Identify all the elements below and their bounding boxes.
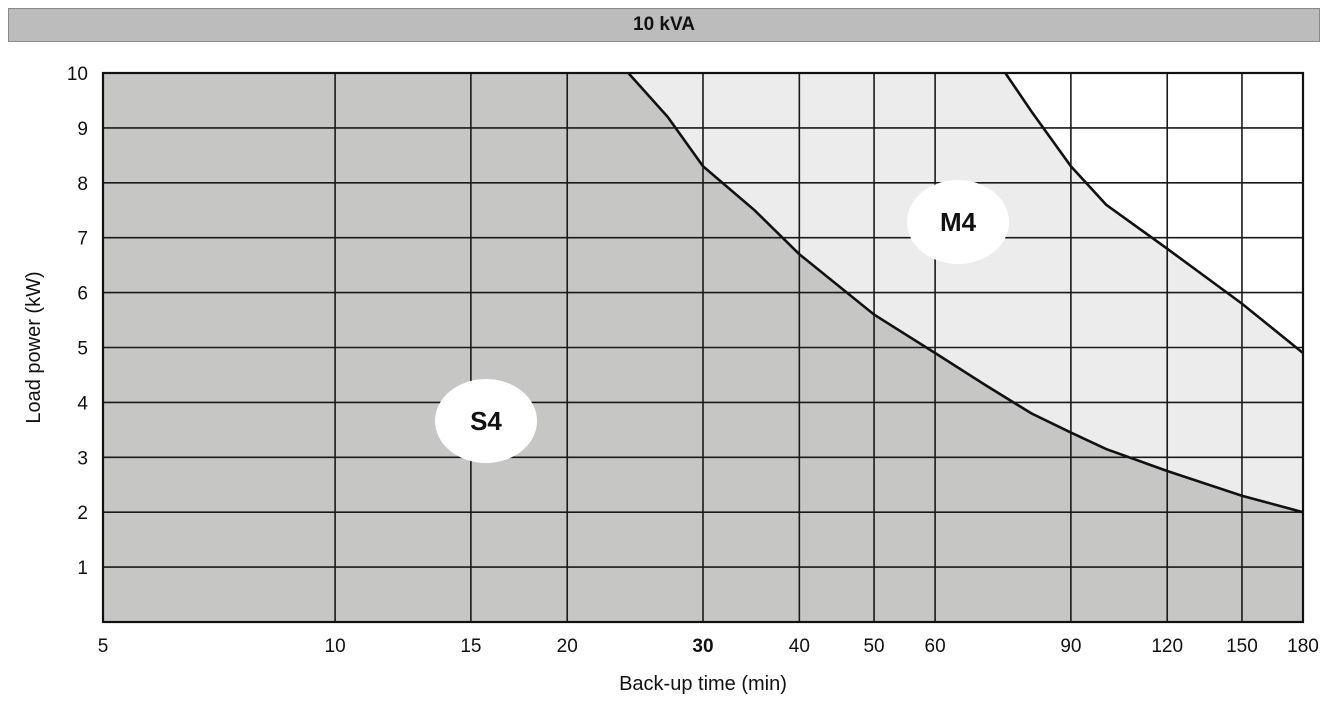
region-labels: S4 M4 — [435, 180, 1009, 463]
x-tick-label: 10 — [325, 636, 346, 657]
chart-title: 10 kVA — [8, 8, 1320, 42]
x-tick-label: 20 — [557, 636, 578, 657]
y-tick-label: 5 — [77, 339, 88, 360]
x-tick-label: 40 — [789, 636, 810, 657]
label-bubble-s4 — [435, 379, 537, 463]
x-tick-label: 15 — [460, 636, 481, 657]
y-tick-label: 3 — [77, 448, 88, 469]
plot-border — [101, 71, 1305, 624]
x-tick-label: 90 — [1060, 636, 1081, 657]
y-tick-label: 9 — [77, 119, 88, 140]
x-tick-label: 150 — [1226, 636, 1258, 657]
region-label-s4: S4 — [470, 406, 502, 436]
y-tick-label: 7 — [77, 229, 88, 250]
y-tick-label: 1 — [77, 558, 88, 579]
x-axis-label: Back-up time (min) — [619, 673, 787, 695]
y-tick-label: 4 — [77, 393, 88, 414]
series-line-s4 — [627, 72, 1304, 514]
x-tick-label: 60 — [925, 636, 946, 657]
chart-curves — [627, 72, 1304, 514]
x-tick-label: 30 — [692, 636, 713, 657]
y-tick-label: 10 — [67, 64, 88, 85]
region-label-m4: M4 — [940, 207, 977, 237]
y-tick-label: 2 — [77, 503, 88, 524]
x-tick-label: 5 — [98, 636, 109, 657]
y-tick-label: 8 — [77, 174, 88, 195]
x-tick-label: 50 — [863, 636, 884, 657]
x-tick-label: 180 — [1287, 636, 1319, 657]
y-axis-label: Load power (kW) — [23, 271, 45, 423]
chart-grid — [103, 73, 1303, 622]
axis-ticks: 5 10 15 20 30 40 50 60 90 120 150 180 1 2 3 4 5 6 7 8 9 10 — [67, 64, 1319, 657]
y-tick-label: 6 — [77, 284, 88, 305]
x-tick-label: 120 — [1151, 636, 1183, 657]
series-line-m4 — [1004, 72, 1304, 355]
label-bubble-m4 — [907, 180, 1009, 264]
plot-frame — [101, 71, 1305, 624]
